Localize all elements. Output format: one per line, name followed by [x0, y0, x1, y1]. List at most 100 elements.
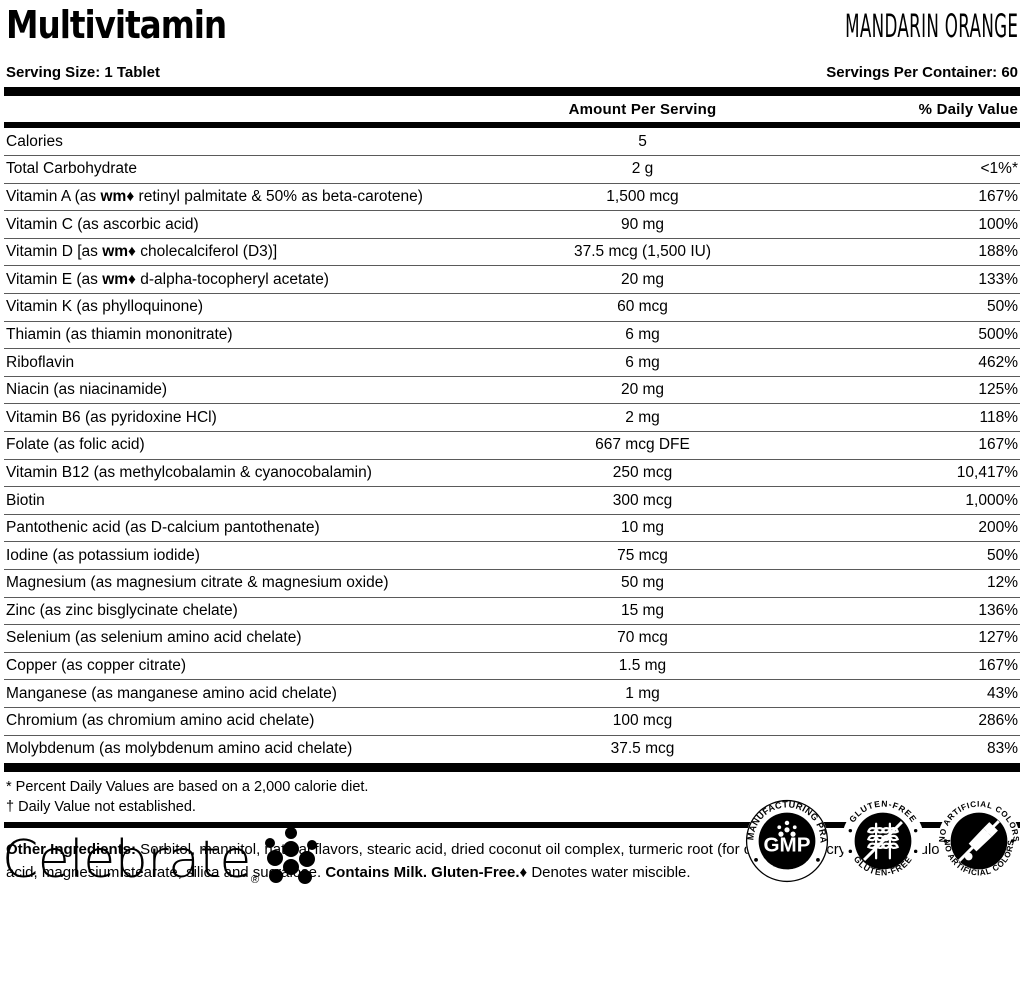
- nutrient-daily-value: 100%: [769, 210, 1020, 239]
- column-header-row: Amount Per Serving % Daily Value: [4, 96, 1020, 122]
- flavor-name: MANDARIN ORANGE: [844, 8, 1018, 46]
- nutrient-amount: 10 mg: [516, 514, 769, 543]
- nutrient-daily-value: 50%: [769, 541, 1020, 570]
- table-row: Niacin (as niacinamide) 20 mg 125%: [4, 376, 1020, 405]
- nutrient-daily-value: 125%: [769, 376, 1020, 405]
- nutrient-amount: 667 mcg DFE: [516, 431, 769, 460]
- page-title: Multivitamin: [6, 3, 227, 47]
- water-miscible-note: Denotes water miscible.: [527, 863, 691, 881]
- nutrient-amount: 2 g: [516, 155, 769, 184]
- footnotes: * Percent Daily Values are based on a 2,…: [4, 772, 1020, 822]
- label-footer: Celebrate ®: [0, 792, 1024, 888]
- water-miscible-abbr: wm: [102, 270, 129, 288]
- nutrient-daily-value: 12%: [769, 569, 1020, 598]
- table-row: Vitamin B12 (as methylcobalamin & cyanoc…: [4, 459, 1020, 488]
- table-row: Iodine (as potassium iodide) 75 mcg 50%: [4, 541, 1020, 570]
- nutrient-amount: 250 mcg: [516, 459, 769, 488]
- no-artificial-colors-badge: NO ARTIFICIAL COLORS NO ARTIFICIAL COLOR…: [937, 799, 1021, 882]
- nutrient-amount: 20 mg: [516, 376, 769, 405]
- table-row: Vitamin C (as ascorbic acid) 90 mg 100%: [4, 210, 1020, 239]
- nutrient-amount: 50 mg: [516, 569, 769, 598]
- gmp-certified-badge: GOOD MANUFACTURING PRACTICE CERTIFIED GM…: [744, 798, 828, 882]
- nutrient-amount: 5: [516, 128, 769, 157]
- nutrient-daily-value: 136%: [769, 597, 1020, 626]
- nutrient-daily-value: 500%: [769, 321, 1020, 350]
- allergen-statement: Contains Milk. Gluten-Free.: [325, 863, 520, 881]
- table-row: Magnesium (as magnesium citrate & magnes…: [4, 569, 1020, 598]
- celebrate-logo: Celebrate ®: [2, 826, 322, 886]
- nutrient-daily-value: <1%*: [769, 155, 1020, 184]
- column-header-daily-value: % Daily Value: [918, 100, 1018, 118]
- bottom-divider-bar: [4, 762, 1020, 772]
- top-divider-bar: [4, 87, 1020, 96]
- nutrient-amount: 6 mg: [516, 348, 769, 377]
- label-header: Multivitamin MANDARIN ORANGE: [4, 0, 1020, 44]
- nutrient-name: Vitamin E (as wm♦ d-alpha-tocopheryl ace…: [4, 265, 516, 295]
- nutrient-daily-value: 83%: [986, 740, 1018, 758]
- registered-trademark-icon: ®: [250, 873, 259, 886]
- serving-info-row: Serving Size: 1 Tablet Servings Per Cont…: [4, 44, 1020, 87]
- nutrient-name: Manganese (as manganese amino acid chela…: [4, 679, 516, 708]
- nutrient-name: Thiamin (as thiamin mononitrate): [4, 321, 516, 350]
- nutrient-name: Riboflavin: [4, 348, 516, 377]
- water-miscible-drop-icon: ♦: [128, 270, 136, 288]
- nutrient-daily-value: 286%: [769, 707, 1020, 736]
- nutrient-name: Selenium (as selenium amino acid chelate…: [4, 624, 516, 653]
- nutrient-amount: 6 mg: [516, 321, 769, 350]
- nutrient-amount: 1 mg: [516, 679, 769, 708]
- water-miscible-drop-icon: ♦: [128, 243, 136, 261]
- nutrient-name: Pantothenic acid (as D-calcium pantothen…: [4, 514, 516, 543]
- nutrient-daily-value: 50%: [769, 293, 1020, 322]
- table-row: Thiamin (as thiamin mononitrate) 6 mg 500%: [4, 321, 1020, 350]
- nutrient-daily-value: [769, 128, 1020, 157]
- table-row: Pantothenic acid (as D-calcium pantothen…: [4, 514, 1020, 543]
- nutrient-name: Folate (as folic acid): [4, 431, 516, 460]
- table-row: Copper (as copper citrate) 1.5 mg 167%: [4, 652, 1020, 681]
- table-row: Molybdenum (as molybdenum amino acid che…: [4, 735, 1020, 763]
- nutrient-daily-value: 133%: [769, 265, 1020, 295]
- nutrient-amount: 70 mcg: [516, 624, 769, 653]
- table-row: Manganese (as manganese amino acid chela…: [4, 679, 1020, 708]
- column-header-amount: Amount Per Serving: [568, 100, 717, 118]
- table-row: Total Carbohydrate 2 g <1%*: [4, 155, 1020, 184]
- nutrient-name: Magnesium (as magnesium citrate & magnes…: [4, 569, 516, 598]
- nutrient-name: Biotin: [4, 486, 516, 515]
- table-row: Vitamin A (as wm♦ retinyl palmitate & 50…: [4, 183, 1020, 212]
- footnote-not-established: † Daily Value not established.: [6, 799, 196, 816]
- table-row: Zinc (as zinc bisglycinate chelate) 15 mg…: [4, 597, 1020, 626]
- nutrient-name: Calories: [4, 128, 516, 157]
- nutrient-name: Molybdenum (as molybdenum amino acid che…: [6, 740, 353, 758]
- footnote-percent-daily-value: * Percent Daily Values are based on a 2,…: [6, 778, 369, 795]
- nutrient-amount: 37.5 mcg (1,500 IU): [516, 238, 769, 267]
- nutrient-daily-value: 167%: [769, 183, 1020, 212]
- nutrient-daily-value: 118%: [769, 403, 1020, 433]
- other-ingredients-label: Other Ingredients:: [6, 840, 137, 858]
- nutrient-daily-value: 1,000%: [769, 486, 1020, 515]
- nutrient-amount: 1.5 mg: [516, 652, 769, 681]
- nutrient-daily-value: 127%: [769, 624, 1020, 653]
- table-row: Calories 5: [4, 128, 1020, 157]
- table-row: Biotin 300 mcg 1,000%: [4, 486, 1020, 515]
- nutrient-amount: 1,500 mcg: [516, 183, 769, 212]
- nutrient-name: Vitamin K (as phylloquinone): [4, 293, 516, 322]
- logo-wordmark: Celebrate: [2, 829, 251, 890]
- nutrient-amount: 90 mg: [516, 210, 769, 239]
- serving-size: Serving Size: 1 Tablet: [6, 64, 160, 81]
- table-row: Selenium (as selenium amino acid chelate…: [4, 624, 1020, 653]
- header-divider-bar: [4, 122, 1020, 128]
- nutrient-amount: 37.5 mcg: [610, 740, 675, 758]
- table-row: Folate (as folic acid) 667 mcg DFE 167%: [4, 431, 1020, 460]
- table-row: Riboflavin 6 mg 462%: [4, 348, 1020, 377]
- nutrient-name: Zinc (as zinc bisglycinate chelate): [4, 597, 516, 626]
- gluten-free-badge: GLUTEN-FREE GLUTEN-FREE: [841, 798, 925, 882]
- table-row: Vitamin E (as wm♦ d-alpha-tocopheryl ace…: [4, 265, 1020, 295]
- nutrient-name: Vitamin A (as wm♦ retinyl palmitate & 50…: [4, 183, 516, 212]
- certification-badges: GOOD MANUFACTURING PRACTICE CERTIFIED GM…: [744, 798, 1022, 886]
- nutrient-amount: 2 mg: [516, 403, 769, 433]
- footnote-divider-bar: [4, 821, 1020, 828]
- logo-dot-cluster-icon: [264, 826, 317, 884]
- table-row: Vitamin B6 (as pyridoxine HCl) 2 mg 118%: [4, 403, 1020, 433]
- nutrient-name: Copper (as copper citrate): [4, 652, 516, 681]
- table-row: Chromium (as chromium amino acid chelate…: [4, 707, 1020, 736]
- nutrient-daily-value: 188%: [769, 238, 1020, 267]
